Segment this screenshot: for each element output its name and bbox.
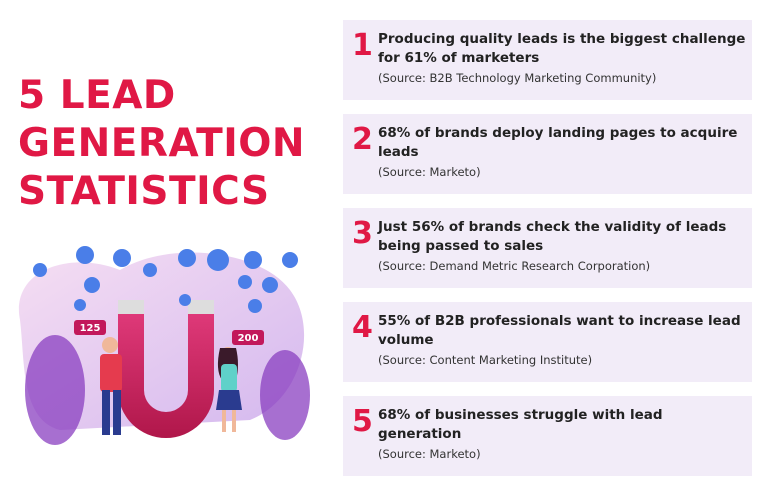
stat-card: 2 68% of brands deploy landing pages to a…	[343, 114, 752, 194]
badge-label: 125	[80, 323, 101, 334]
stat-card: 1 Producing quality leads is the biggest …	[343, 20, 752, 100]
stat-number: 1	[352, 28, 373, 63]
magnet-tip	[188, 300, 214, 314]
stat-text: 55% of B2B professionals want to increas…	[378, 313, 741, 348]
leaf	[260, 350, 310, 440]
stat-card: 4 55% of B2B professionals want to increa…	[343, 302, 752, 382]
stat-text: 68% of businesses struggle with lead gen…	[378, 407, 663, 442]
stat-source: (Source: Marketo)	[378, 165, 481, 179]
badge	[232, 330, 264, 345]
stat-source: (Source: Demand Metric Research Corporat…	[378, 259, 651, 273]
headline-line: GENERATION	[18, 121, 306, 166]
icons	[33, 246, 298, 313]
badge	[74, 320, 106, 335]
stat-text: 68% of brands deploy landing pages to ac…	[378, 125, 738, 160]
stat-number: 4	[352, 310, 373, 345]
stat-source: (Source: B2B Technology Marketing Commun…	[378, 71, 657, 85]
stat-source: (Source: Marketo)	[378, 447, 481, 461]
stat-number: 3	[352, 216, 373, 251]
headline-line: STATISTICS	[18, 169, 270, 214]
stat-card: 3 Just 56% of brands check the validity o…	[343, 208, 752, 288]
badge-label: 200	[238, 333, 259, 344]
stat-text: Producing quality leads is the biggest c…	[378, 31, 746, 66]
stat-source: (Source: Content Marketing Institute)	[378, 353, 593, 367]
leaf	[25, 335, 85, 445]
person-woman	[216, 347, 242, 432]
magnet	[118, 310, 214, 438]
illustration: 125 200	[18, 246, 310, 445]
magnet-tip	[118, 300, 144, 314]
stat-text: Just 56% of brands check the validity of…	[378, 219, 727, 254]
headline: 5 LEAD GENERATION STATISTICS	[18, 72, 328, 216]
stat-number: 5	[352, 404, 373, 439]
person-man	[100, 337, 122, 435]
headline-line: 5 LEAD	[18, 73, 176, 118]
stat-card: 5 68% of businesses struggle with lead ge…	[343, 396, 752, 476]
stat-number: 2	[352, 122, 373, 157]
